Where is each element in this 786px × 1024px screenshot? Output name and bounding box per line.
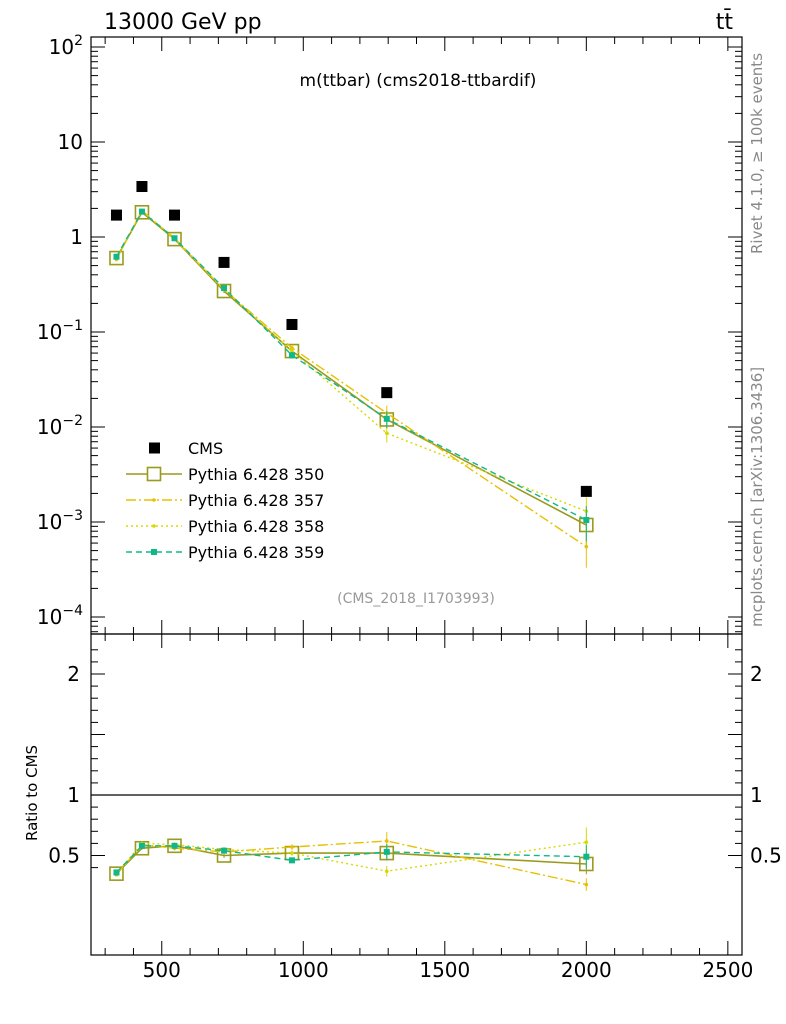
main-series-4-point xyxy=(288,352,295,359)
legend: CMS Pythia 6.428 350 Pythia 6.428 357 Pythi… xyxy=(126,439,324,562)
x-tick-label: 2500 xyxy=(702,958,753,982)
ratio-tick-label: 0.5 xyxy=(48,844,80,868)
cms-data-point xyxy=(580,485,592,497)
main-series-4-line xyxy=(115,210,587,521)
ratio-point xyxy=(383,848,390,855)
main-series-4-point xyxy=(113,253,120,260)
main-series-4-point xyxy=(583,516,590,523)
analysis-id: (CMS_2018_I1703993) xyxy=(337,591,495,607)
ratio-point xyxy=(138,842,145,849)
legend-marker xyxy=(152,524,156,528)
main-series-2-line xyxy=(115,209,587,548)
cms-data-point xyxy=(381,387,393,399)
process-label: tt̄ xyxy=(716,9,734,35)
cms-data-point xyxy=(168,209,180,221)
main-series-4-point xyxy=(221,285,228,292)
ratio-series-group xyxy=(109,827,594,891)
plot-title: m(ttbar) (cms2018-ttbardif) xyxy=(300,71,537,91)
cms-data-point xyxy=(136,181,148,193)
main-series-1-line xyxy=(115,211,587,526)
main-series-4-point xyxy=(383,415,390,422)
ratio-point xyxy=(290,845,294,849)
ratio-tick-label: 1 xyxy=(67,783,80,807)
y-tick-label: 10−3 xyxy=(37,508,83,534)
ratio-point xyxy=(584,840,589,844)
x-tick-label: 1000 xyxy=(278,958,329,982)
ratio-point xyxy=(583,853,590,860)
ratio-point xyxy=(584,882,589,887)
ratio-point xyxy=(113,869,120,876)
side-site-label: mcplots.cern.ch [arXiv:1306.3436] xyxy=(748,367,766,627)
ratio-point xyxy=(384,869,389,874)
y-tick-label: 102 xyxy=(49,33,83,59)
ratio-y-axis: 0.5 0.5 1 1 2 2 xyxy=(48,649,782,869)
main-series-1-point xyxy=(134,204,150,220)
main-series-3-line xyxy=(115,209,587,512)
cms-data-point xyxy=(218,256,230,268)
legend-marker xyxy=(151,549,157,555)
y-tick-label: 10−2 xyxy=(37,413,83,439)
x-axis: 500 1000 1500 2000 2500 xyxy=(104,37,753,982)
side-rivet-label: Rivet 4.1.0, ≥ 100k events xyxy=(748,53,766,254)
ratio-point xyxy=(109,866,124,881)
energy-label: 13000 GeV pp xyxy=(104,10,262,35)
ratio-tick-label-right: 1 xyxy=(750,783,763,807)
legend-label: Pythia 6.428 358 xyxy=(188,517,324,536)
legend-label: CMS xyxy=(188,439,223,458)
x-tick-label: 2000 xyxy=(561,958,612,982)
y-tick-label: 1 xyxy=(70,225,83,249)
ratio-point xyxy=(290,851,294,855)
ratio-point xyxy=(221,847,228,854)
main-series-1-point xyxy=(167,231,182,247)
legend-label: Pythia 6.428 357 xyxy=(188,491,324,510)
main-series-2-point xyxy=(584,544,589,549)
legend-marker xyxy=(146,466,162,482)
ratio-point xyxy=(288,857,295,864)
x-tick-label: 500 xyxy=(143,958,181,982)
legend-label: Pythia 6.428 350 xyxy=(188,465,324,484)
ratio-tick-label: 2 xyxy=(67,662,80,686)
y-tick-label: 10−4 xyxy=(37,603,83,629)
main-series-group xyxy=(109,181,594,568)
main-series-4-point xyxy=(171,235,178,242)
cms-data-point xyxy=(286,318,298,330)
cms-data-point xyxy=(110,209,122,221)
legend-marker-cms xyxy=(149,442,160,454)
ratio-point xyxy=(384,839,389,843)
ratio-series-4-line xyxy=(115,845,587,873)
main-series-4-point xyxy=(138,208,145,215)
y-tick-label: 10 xyxy=(58,130,83,154)
legend-label: Pythia 6.428 359 xyxy=(188,543,324,562)
ratio-point xyxy=(171,842,178,849)
ratio-tick-label-right: 2 xyxy=(750,662,763,686)
main-series-3-point xyxy=(290,349,294,353)
main-series-1-point xyxy=(109,250,124,266)
main-series-1-point xyxy=(216,283,232,299)
ratio-axis-label: Ratio to CMS xyxy=(23,745,41,841)
main-y-axis: 10−4 10−3 10−2 10−1 1 10 102 xyxy=(37,33,742,633)
ratio-tick-label-right: 0.5 xyxy=(750,844,782,868)
y-tick-label: 10−1 xyxy=(37,318,83,344)
legend-marker xyxy=(152,498,156,502)
main-series-3-point xyxy=(384,431,389,436)
x-tick-label: 1500 xyxy=(419,958,470,982)
